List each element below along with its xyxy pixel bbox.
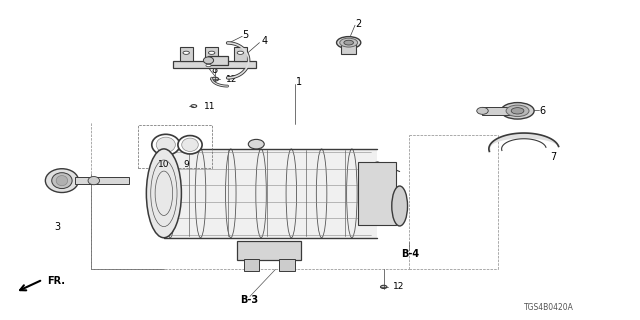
Bar (173, 61, 256, 68)
Bar (205, 47, 218, 61)
Ellipse shape (206, 64, 211, 67)
Ellipse shape (248, 140, 264, 149)
Ellipse shape (344, 40, 353, 45)
Ellipse shape (237, 51, 244, 54)
Text: 9: 9 (183, 160, 189, 169)
Bar (164, 149, 378, 238)
Text: 5: 5 (243, 30, 248, 40)
Ellipse shape (183, 51, 189, 54)
Ellipse shape (147, 149, 181, 238)
Ellipse shape (152, 134, 180, 155)
Bar (138, 125, 212, 168)
Text: 7: 7 (550, 152, 557, 162)
Text: B-3: B-3 (240, 295, 258, 305)
Ellipse shape (506, 105, 529, 116)
Bar (180, 47, 193, 61)
Ellipse shape (45, 169, 79, 193)
Ellipse shape (209, 51, 215, 54)
Text: 12: 12 (226, 75, 237, 84)
Text: 1: 1 (296, 77, 302, 87)
Ellipse shape (191, 105, 196, 108)
Ellipse shape (392, 186, 408, 226)
Ellipse shape (501, 103, 534, 119)
Text: B-4: B-4 (401, 249, 420, 259)
Text: FR.: FR. (47, 276, 65, 286)
Ellipse shape (182, 138, 198, 151)
Bar (209, 56, 228, 65)
Bar (237, 241, 301, 260)
Ellipse shape (88, 177, 100, 185)
Text: 11: 11 (204, 101, 216, 111)
Ellipse shape (178, 136, 202, 154)
Ellipse shape (56, 176, 68, 186)
Ellipse shape (365, 162, 390, 224)
Text: 8: 8 (212, 65, 218, 75)
Ellipse shape (204, 57, 214, 64)
Text: TGS4B0420A: TGS4B0420A (524, 303, 574, 312)
Ellipse shape (337, 36, 361, 49)
Bar (358, 162, 396, 225)
Ellipse shape (511, 108, 524, 114)
Bar (244, 259, 259, 271)
Ellipse shape (52, 173, 72, 188)
Ellipse shape (381, 285, 387, 288)
Text: 6: 6 (540, 106, 546, 116)
Bar (234, 47, 246, 61)
Bar (341, 44, 356, 54)
Text: 12: 12 (394, 282, 404, 292)
Ellipse shape (340, 38, 358, 47)
Bar (278, 259, 294, 271)
Text: 4: 4 (261, 36, 268, 46)
Bar (483, 107, 518, 115)
Text: 3: 3 (54, 222, 60, 232)
Ellipse shape (211, 77, 219, 81)
Bar (75, 177, 129, 184)
Text: 10: 10 (157, 160, 169, 169)
Ellipse shape (156, 137, 175, 152)
Text: 2: 2 (355, 19, 362, 28)
Ellipse shape (477, 107, 488, 114)
